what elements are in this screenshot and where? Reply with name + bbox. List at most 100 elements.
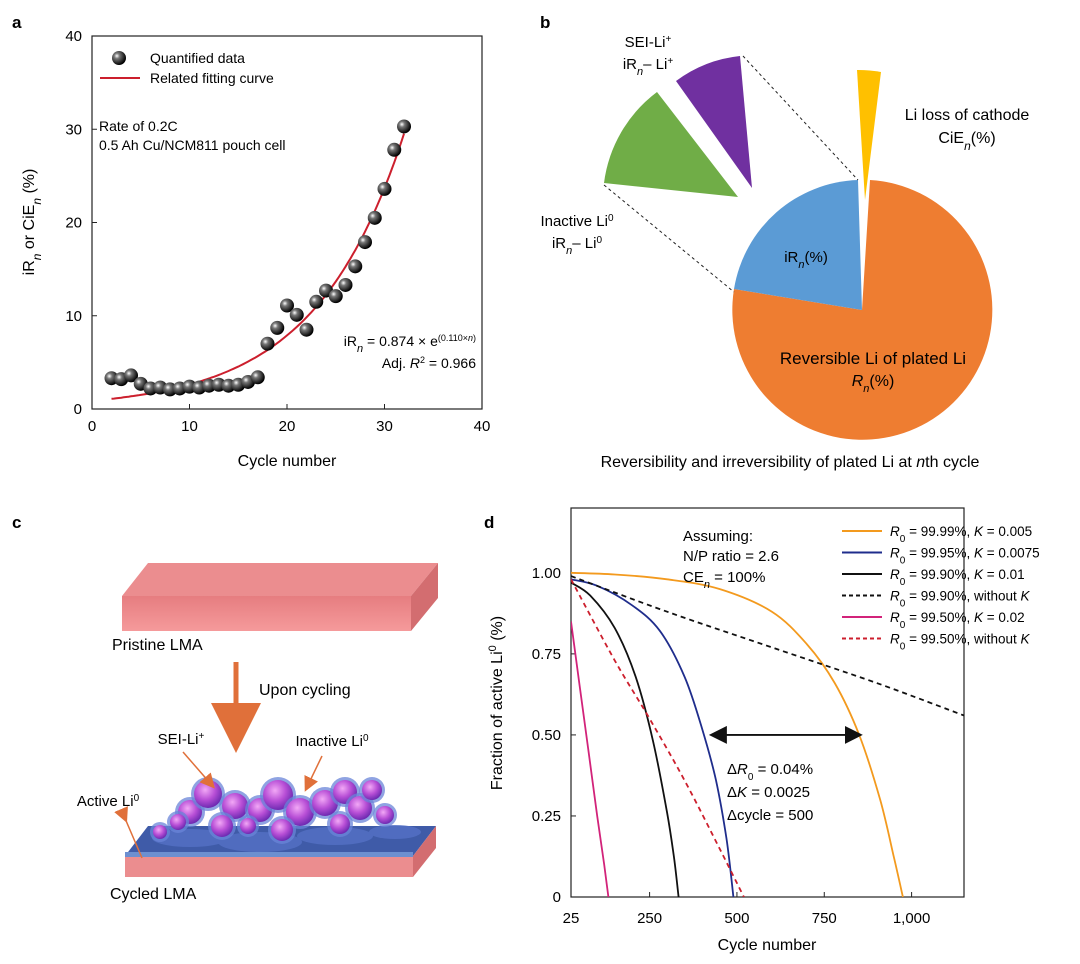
chart-b-title: Reversibility and irreversibility of pla… [601,454,980,471]
li-grain [286,798,314,826]
chart-d-ytick-label: 0.75 [532,646,561,663]
label-sei: SEI-Li+ [625,34,672,52]
sei-pointer [182,751,215,789]
delta-r0: ΔR0 = 0.04% [727,761,813,783]
label-cathode-loss: Li loss of cathode [905,107,1030,124]
chart-d-xtick-label: 25 [563,910,580,927]
chart-a-ytick-label: 40 [65,28,82,45]
chart-d-ylabel: Fraction of active Li0 (%) [487,616,506,790]
data-point [260,336,275,351]
data-point [309,294,324,309]
chart-d-xtick-label: 250 [637,910,662,927]
breakout-connector-bottom [603,184,735,293]
li-grain [211,815,233,837]
pie-slice-cathode-loss [857,69,881,200]
chart-a-xlabel: Cycle number [238,453,337,470]
assumption-ce: CEn = 100% [683,569,765,591]
breakout-slice-sei [676,56,752,188]
data-point [338,277,353,292]
chart-d-xlabel: Cycle number [718,937,817,954]
li-grain [170,814,186,830]
schematic-c: Pristine LMA Upon cycling SEI-Li+ Inacti… [77,563,438,903]
label-sei-sub: iRn– Li+ [623,56,673,79]
chart-a-ytick-label: 10 [65,308,82,325]
panel-a-letter: a [12,13,22,32]
label-reversible: Reversible Li of plated Li [780,349,966,368]
li-grain [362,780,382,800]
label-inactive-c: Inactive Li0 [295,733,369,751]
legend-label-1: R0 = 99.95%, K = 0.0075 [890,546,1040,567]
data-point [377,181,392,196]
li-grain [330,814,350,834]
label-sei-c: SEI-Li+ [158,731,205,749]
inactive-pointer [304,755,323,792]
data-point [280,298,294,313]
data-point [358,235,372,250]
chart-a-ytick-label: 30 [65,121,82,138]
data-point [299,322,314,337]
pristine-slab-top [122,563,438,596]
chart-a-xtick-label: 30 [376,418,393,435]
li-grain [153,825,167,839]
chart-a-xtick-label: 20 [279,418,296,435]
delta-cycle: Δcycle = 500 [727,807,813,824]
assumption-title: Assuming: [683,528,753,545]
data-point [124,368,138,383]
chart-a-annotation-cell: 0.5 Ah Cu/NCM811 pouch cell [99,137,286,153]
legend-label-3: R0 = 99.90%, without K [890,589,1031,610]
pie-slice-irn [734,180,862,310]
series-line-3 [571,575,964,717]
li-grain [222,793,248,819]
series-line-0 [571,571,904,897]
pie-slice-reversible [732,180,993,440]
chart-d-xtick-label: 750 [812,910,837,927]
breakout-connector-top [742,55,859,181]
cycling-label: Upon cycling [259,682,351,699]
chart-b: SEI-Li+ iRn– Li+ Inactive Li0 iRn– Li0 L… [540,34,1029,472]
cycled-slab-side [413,826,436,877]
label-inactive-sub: iRn– Li0 [552,235,602,258]
chart-a: 0 10 20 30 40 0 10 20 30 40 Cycle number iRn or … [21,28,490,470]
legend-label-4: R0 = 99.50%, K = 0.02 [890,610,1025,631]
series-line-4 [571,621,610,897]
data-point [348,259,363,274]
label-inactive: Inactive Li0 [540,213,614,231]
chart-d-ytick-label: 0 [553,889,561,906]
series-line-5 [571,578,745,897]
li-grain [263,780,293,810]
label-irn: iRn(%) [784,249,828,271]
chart-a-xtick-label: 40 [474,418,491,435]
chart-a-fit-equation: iRn = 0.874 × e(0.110×n) [344,333,476,355]
legend-label-0: R0 = 99.99%, K = 0.005 [890,524,1032,545]
assumption-np: N/P ratio = 2.6 [683,548,779,565]
chart-a-legend-fit: Related fitting curve [150,70,274,86]
chart-d-ytick-label: 1.00 [532,565,561,582]
panel-d-letter: d [484,513,494,532]
chart-a-fit-r2: Adj. R2 = 0.966 [382,355,476,371]
chart-a-ylabel: iRn or CiEn (%) [21,169,44,276]
chart-d-frame [570,507,965,898]
chart-a-ytick-label: 0 [74,401,82,418]
pristine-label: Pristine LMA [112,637,203,654]
data-point [270,320,285,335]
data-point [367,210,382,225]
series-line-2 [571,581,680,897]
li-grain [271,819,293,841]
chart-d: 25 250 500 750 1,000 0 0.25 0.50 0.75 1.00 Cycle… [487,507,1040,954]
legend-label-5: R0 = 99.50%, without K [890,632,1031,653]
data-point [289,307,304,322]
li-grain [240,818,256,834]
data-point [328,289,343,304]
active-pointer [114,806,143,859]
data-point [387,142,402,157]
label-reversible-sub: Rn(%) [852,373,895,395]
data-point [397,119,411,134]
chart-a-legend-points: Quantified data [150,50,245,66]
chart-a-frame [91,35,483,410]
cycled-sei-layer [125,852,413,857]
data-point [250,370,265,385]
li-grain [348,796,372,820]
cycled-label: Cycled LMA [110,886,197,903]
